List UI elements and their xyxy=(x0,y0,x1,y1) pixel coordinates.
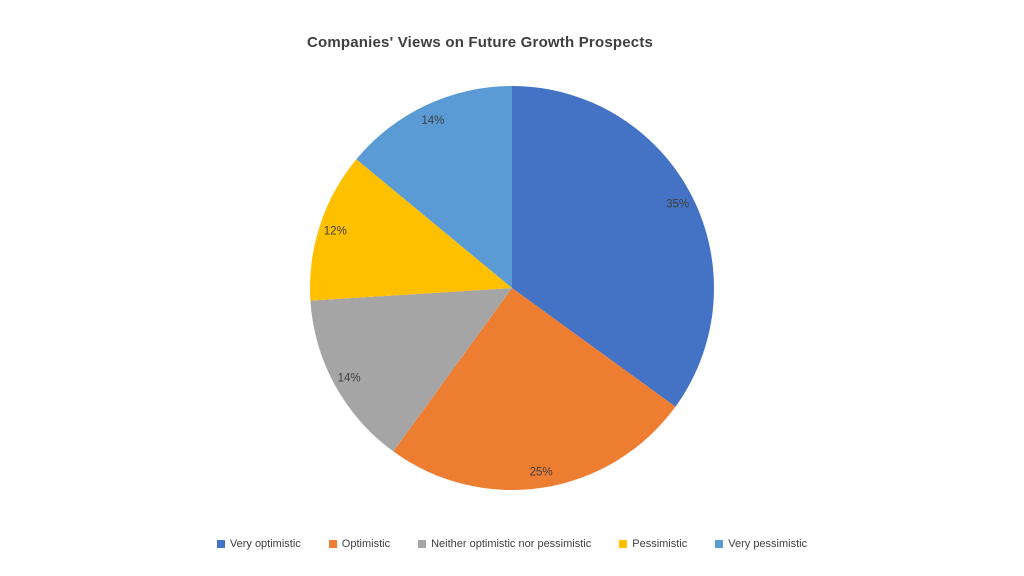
legend-label: Neither optimistic nor pessimistic xyxy=(431,538,592,550)
slice-label-0: 35% xyxy=(666,199,689,211)
legend-item-1: Optimistic xyxy=(328,538,391,550)
pie-slice-4 xyxy=(356,86,512,288)
legend-item-4: Very pessimistic xyxy=(715,538,807,550)
slice-label-3: 12% xyxy=(324,226,347,238)
pie-slice-3 xyxy=(310,159,512,301)
pie-slice-0 xyxy=(512,86,714,407)
legend-swatch-icon xyxy=(216,540,225,548)
legend-label: Very pessimistic xyxy=(728,538,808,550)
legend-item-2: Neither optimistic nor pessimistic xyxy=(418,538,591,550)
legend-swatch-icon xyxy=(715,540,724,548)
legend-item-0: Very optimistic xyxy=(216,538,301,550)
legend-swatch-icon xyxy=(418,540,427,548)
legend-label: Optimistic xyxy=(341,538,391,550)
legend-label: Very optimistic xyxy=(229,538,301,550)
slice-label-4: 14% xyxy=(421,115,444,127)
slice-label-2: 14% xyxy=(338,373,361,385)
pie-slice-2 xyxy=(310,288,512,452)
pie-slice-1 xyxy=(393,288,676,490)
chart-legend: Very optimistic Optimistic Neither optimis… xyxy=(0,538,1024,550)
legend-label: Pessimistic xyxy=(632,538,688,550)
legend-swatch-icon xyxy=(328,540,337,548)
legend-item-3: Pessimistic xyxy=(619,538,687,550)
chart-title: Companies' Views on Future Growth Prospe… xyxy=(306,34,654,51)
legend-swatch-icon xyxy=(619,540,628,548)
slice-label-1: 25% xyxy=(530,467,553,479)
